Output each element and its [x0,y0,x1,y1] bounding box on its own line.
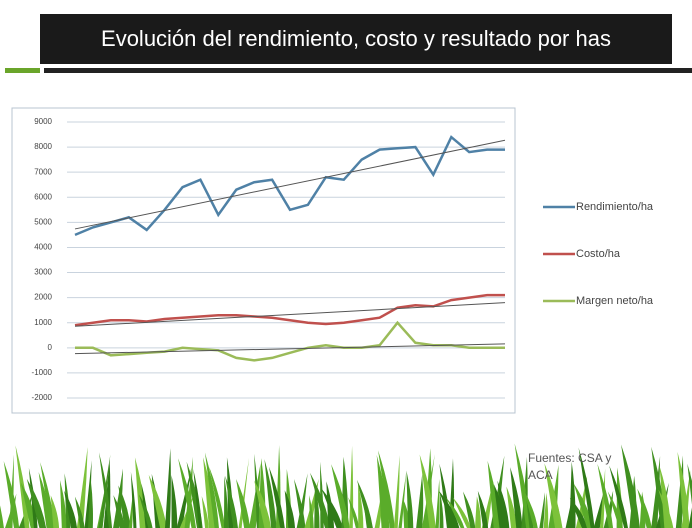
grass-blade [394,455,400,528]
y-tick-label: 6000 [34,192,52,201]
grass-blade [165,448,171,528]
y-tick-label: 8000 [34,142,52,151]
grass-blade [435,479,439,528]
chart: Evolución del rendimiento, costo y resul… [0,0,692,528]
grass-blade [349,446,353,528]
grass-blade [171,475,177,528]
y-tick-label: 3000 [34,268,52,277]
legend-label: Rendimiento/ha [576,201,654,213]
legend-label: Costo/ha [576,248,621,260]
slide: Evolución del rendimiento, costo y resul… [0,0,692,528]
grass-blade [236,479,250,528]
y-tick-label: 1000 [34,318,52,327]
accent-green [5,68,40,73]
y-tick-label: 0 [48,343,53,352]
y-tick-label: 7000 [34,167,52,176]
y-tick-label: 9000 [34,117,52,126]
y-tick-label: 5000 [34,217,52,226]
grass-blade [416,474,423,528]
grass-blade [129,498,133,528]
slide-title: Evolución del rendimiento, costo y resul… [101,26,611,51]
y-tick-label: 2000 [34,293,52,302]
y-tick-label: -1000 [32,368,53,377]
y-tick-label: 4000 [34,243,52,252]
accent-dark [44,68,692,73]
grass-blade [0,467,4,528]
legend-label: Margen neto/ha [576,295,654,307]
source-note: Fuentes: CSA y ACA [528,450,638,484]
y-tick-label: -2000 [32,393,53,402]
